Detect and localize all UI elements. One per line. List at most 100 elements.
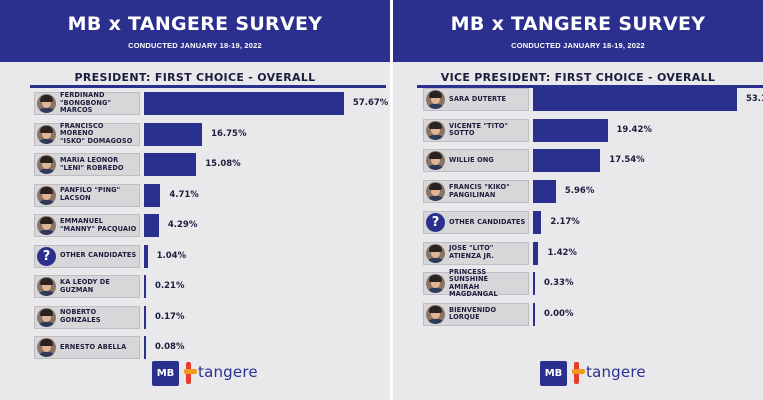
candidate-photo-icon: [426, 151, 445, 171]
bar: [144, 122, 203, 146]
candidate-photo-icon: [426, 304, 445, 324]
tick-label: JOSE "LITO" ATIENZA JR.: [449, 244, 495, 260]
header-banner: MB x TANGERE SURVEY CONDUCTED JANUARY 18…: [0, 0, 390, 62]
chart-row: SARA DUTERTE 53.17: [423, 88, 763, 111]
data-label: 19.42%: [616, 124, 652, 135]
candidate-label-box: JOSE "LITO" ATIENZA JR.: [423, 241, 529, 265]
footer-logos: MB tangere: [0, 361, 390, 389]
survey-date: CONDUCTED JANUARY 18-19, 2022: [511, 41, 645, 50]
mb-logo: MB: [540, 361, 567, 386]
bar: [533, 272, 535, 296]
tick-label: SARA DUTERTE: [449, 94, 507, 103]
candidate-label-box: ? OTHER CANDIDATES: [34, 244, 140, 268]
data-label: 53.17: [745, 94, 763, 104]
section-title: VICE PRESIDENT: FIRST CHOICE - OVERALL: [440, 71, 716, 84]
tangere-t-logo: [184, 361, 198, 386]
chart-row: ? OTHER CANDIDATES 2.17%: [423, 210, 763, 234]
tangere-wordmark: tangere: [198, 363, 258, 381]
chart-row: WILLIE ONG 17.54%: [423, 149, 763, 173]
data-label: 5.96%: [564, 186, 595, 197]
section-divider: [30, 85, 386, 88]
chart-row: MARIA LEONOR "LENI" ROBREDO 15.08%: [34, 153, 390, 176]
bar: [144, 214, 159, 237]
candidate-photo-icon: [426, 243, 445, 263]
candidate-photo-icon: [37, 94, 56, 113]
chart-row: NOBERTO GONZALES 0.17%: [34, 305, 390, 329]
data-label: 0.17%: [155, 311, 185, 322]
candidate-photo-icon: [37, 124, 56, 144]
candidate-label-box: NOBERTO GONZALES: [34, 305, 140, 329]
data-label: 0.08%: [155, 342, 185, 352]
candidate-label-box: ERNESTO ABELLA: [34, 336, 140, 359]
data-label: 4.71%: [169, 189, 199, 200]
section-divider: [417, 85, 763, 88]
candidate-label-box: FRANCIS "KIKO" PANGILINAN: [423, 180, 529, 204]
bar: [533, 180, 556, 204]
president-survey-panel: MB x TANGERE SURVEY CONDUCTED JANUARY 18…: [0, 0, 390, 400]
candidate-photo-icon: [37, 185, 56, 205]
candidate-label-box: PANFILO "PING" LACSON: [34, 183, 140, 207]
survey-title: MB x TANGERE SURVEY: [67, 13, 323, 35]
candidate-photo-icon: [37, 338, 56, 357]
tick-label: WILLIE ONG: [449, 156, 494, 165]
tick-label: FRANCISCO MORENO "ISKO" DOMAGOSO: [60, 121, 133, 145]
chart-row: VICENTE "TITO" SOTTO 19.42%: [423, 118, 763, 142]
candidate-label-box: WILLIE ONG: [423, 149, 529, 173]
data-label: 16.75%: [211, 128, 247, 139]
data-label: 1.04%: [156, 250, 187, 261]
candidate-label-box: MARIA LEONOR "LENI" ROBREDO: [34, 153, 140, 176]
candidate-label-box: PRINCESS SUNSHINE AMIRAH MAGDANGAL: [423, 268, 529, 298]
candidate-label-box: VICENTE "TITO" SOTTO: [423, 118, 529, 142]
bar: [144, 153, 197, 176]
section-title: PRESIDENT: FIRST CHOICE - OVERALL: [74, 71, 316, 84]
chart-row: BIENVENIDO LORQUE 0.00%: [423, 302, 763, 326]
bar: [144, 305, 146, 329]
candidate-photo-icon: [426, 90, 445, 109]
tick-label: NOBERTO GONZALES: [60, 308, 101, 324]
data-label: 2.17%: [550, 216, 580, 227]
survey-date: CONDUCTED JANUARY 18-19, 2022: [128, 41, 262, 50]
bar: [144, 275, 146, 298]
tick-label: FRANCIS "KIKO" PANGILINAN: [449, 183, 510, 199]
chart-row: PRINCESS SUNSHINE AMIRAH MAGDANGAL 0.33%: [423, 268, 763, 298]
tick-label: FERDINAND "BONGBONG" MARCOS: [60, 91, 111, 115]
mb-logo: MB: [152, 361, 179, 386]
chart-row: FERDINAND "BONGBONG" MARCOS 57.67%: [34, 91, 390, 115]
data-label: 4.29%: [167, 220, 198, 230]
vice-president-survey-panel: MB x TANGERE SURVEY CONDUCTED JANUARY 18…: [393, 0, 763, 400]
data-label: 0.33%: [544, 278, 574, 289]
candidate-label-box: ? OTHER CANDIDATES: [423, 210, 529, 234]
candidate-photo-icon: [37, 307, 56, 327]
bar: [533, 302, 535, 326]
tick-label: ERNESTO ABELLA: [60, 342, 127, 351]
chart-row: KA LEODY DE GUZMAN 0.21%: [34, 275, 390, 298]
tangere-t-logo: [572, 361, 586, 386]
question-mark-icon: ?: [426, 212, 445, 232]
chart-row: ? OTHER CANDIDATES 1.04%: [34, 244, 390, 268]
tick-label: BIENVENIDO LORQUE: [449, 305, 497, 322]
chart-row: FRANCIS "KIKO" PANGILINAN 5.96%: [423, 180, 763, 204]
data-label: 17.54%: [609, 155, 645, 166]
bar: [144, 336, 146, 359]
chart-row: FRANCISCO MORENO "ISKO" DOMAGOSO 16.75%: [34, 121, 390, 146]
candidate-label-box: BIENVENIDO LORQUE: [423, 302, 529, 326]
survey-title: MB x TANGERE SURVEY: [450, 13, 706, 35]
question-mark-icon: ?: [37, 246, 56, 266]
data-label: 57.67%: [352, 98, 389, 108]
bar: [533, 118, 608, 142]
bar: [144, 92, 344, 115]
candidate-photo-icon: [426, 120, 445, 140]
tangere-wordmark: tangere: [586, 363, 646, 381]
tick-label: EMMANUEL "MANNY" PACQUAIO: [60, 216, 137, 233]
tick-label: OTHER CANDIDATES: [60, 251, 137, 260]
bar: [533, 149, 601, 173]
bar: [144, 244, 148, 268]
candidate-label-box: EMMANUEL "MANNY" PACQUAIO: [34, 214, 140, 237]
data-label: 0.00%: [544, 308, 574, 319]
candidate-photo-icon: [37, 216, 56, 235]
header-banner: MB x TANGERE SURVEY CONDUCTED JANUARY 18…: [393, 0, 763, 62]
data-label: 0.21%: [155, 281, 185, 291]
tick-label: PANFILO "PING" LACSON: [60, 186, 121, 202]
bar: [533, 88, 737, 111]
data-label: 15.08%: [205, 159, 241, 169]
